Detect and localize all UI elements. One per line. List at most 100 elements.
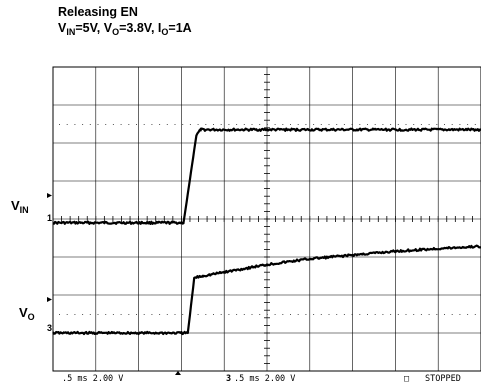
reference-dot [336,124,338,125]
reference-dot [59,124,60,125]
reference-dot [205,314,207,315]
reference-dot [397,314,399,315]
reference-dot [459,124,461,125]
status-box: □ [404,374,410,384]
reference-dot [405,314,407,315]
reference-dot [159,314,161,315]
reference-dot [182,124,184,125]
reference-dot [428,314,430,315]
reference-dot [436,314,438,315]
reference-dot [374,314,376,315]
reference-dot [259,124,261,125]
reference-dot [420,124,422,125]
reference-dot [351,124,353,125]
reference-dot [297,124,299,125]
reference-dot [282,314,284,315]
reference-dot [89,124,91,125]
reference-dot [313,314,315,315]
reference-dot [97,314,99,315]
ch1-scale-readout: .5 ms 2.00 V [62,374,124,384]
reference-dot [74,314,76,315]
reference-dot [120,314,122,315]
reference-dot [451,124,453,125]
reference-dot [220,314,222,315]
ch3-marker: 3 [47,323,53,333]
vo-symbol: V [103,21,113,35]
reference-dot [189,124,191,125]
reference-dot [351,314,353,315]
reference-dot [313,124,315,125]
vo-channel-subscript: O [27,312,35,322]
reference-dot [74,124,76,125]
reference-dot [136,124,137,125]
reference-dot [228,124,230,125]
vo-channel-symbol: V [19,305,28,320]
reference-dot [266,314,268,315]
trace-vin [53,127,481,225]
ch1-marker: 1 [47,213,53,223]
reference-dot [374,124,376,125]
reference-dot [82,124,84,125]
reference-dot [444,314,445,315]
reference-dot [390,124,392,125]
reference-dot [420,314,422,315]
reference-dot [105,314,107,315]
vin-symbol: V [58,21,67,35]
chart-subtitle: VIN=5V, VO=3.8V, IO=1A [58,21,192,37]
reference-dot [367,314,368,315]
reference-dot [228,314,230,315]
reference-dot [159,124,161,125]
reference-dot [290,124,291,125]
io-value: =1A [168,21,192,35]
vin-channel-symbol: V [11,198,20,213]
reference-dot [474,314,476,315]
reference-dot [320,124,322,125]
reference-dot [166,124,168,125]
reference-dot [251,124,253,125]
ch3-scale-readout: .5 ms 2.00 V [234,374,296,384]
reference-dot [428,124,430,125]
reference-dot [205,124,207,125]
reference-dot [297,314,299,315]
reference-dot [236,124,238,125]
reference-dot [436,124,438,125]
reference-dot [213,124,214,125]
reference-dot [305,314,307,315]
vin-channel-label: VIN [11,198,29,215]
ch3-marker-readout: 3 [226,374,232,384]
vo-value: =3.8V, [119,21,158,35]
reference-dot [382,124,384,125]
reference-dot [382,314,384,315]
reference-dot [328,124,330,125]
reference-dot [143,124,145,125]
reference-dot [243,314,245,315]
reference-dot [105,124,107,125]
reference-dot [282,124,284,125]
trace-vo [52,244,481,336]
reference-dot [444,124,445,125]
reference-dot [367,124,368,125]
reference-dot [290,314,291,315]
reference-dot [197,314,199,315]
reference-dot [413,124,415,125]
reference-dot [305,124,307,125]
io-subscript: O [161,27,169,37]
reference-dot [266,124,268,125]
vin-subscript: IN [66,27,76,37]
reference-dot [413,314,415,315]
status-text: STOPPED [425,374,461,384]
reference-dot [151,124,153,125]
reference-dot [274,124,276,125]
vin-value: =5V, [75,21,104,35]
reference-dot [120,124,122,125]
reference-dot [343,124,345,125]
reference-dot [467,314,469,315]
reference-dot [220,124,222,125]
ch3-ground-arrow [47,297,52,302]
reference-dot [112,124,114,125]
reference-dot [59,314,60,315]
reference-dot [66,314,68,315]
reference-dot [97,124,99,125]
reference-dot [166,314,168,315]
